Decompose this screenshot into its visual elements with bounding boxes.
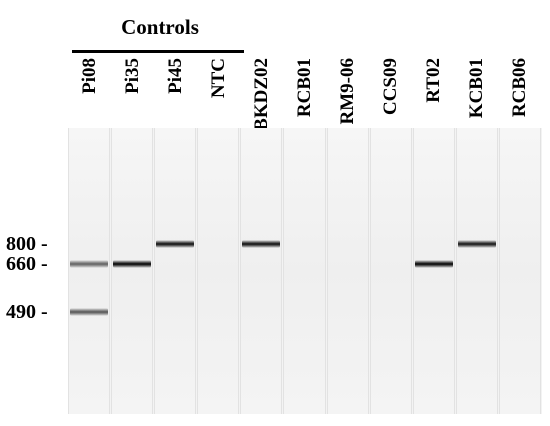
band-660bp xyxy=(70,260,109,268)
lane-label-text: Pi35 xyxy=(121,58,143,94)
lane-label-rcb06: RCB06 xyxy=(500,58,540,118)
gel-lane-ccs09 xyxy=(369,128,412,414)
gel-lane-ntc xyxy=(197,128,240,414)
size-marker-490: 490 - xyxy=(6,301,48,323)
gel-lane-rt02 xyxy=(412,128,455,414)
lane-label-text: NTC xyxy=(207,58,229,99)
controls-group-label: Controls xyxy=(121,15,199,39)
lane-label-text: KCB01 xyxy=(466,58,488,119)
gel-lane-rcb01 xyxy=(283,128,326,414)
lane-label-text: RT02 xyxy=(423,58,445,103)
band-800bp xyxy=(242,240,281,248)
gel-lane-rm9-06 xyxy=(326,128,369,414)
lane-label-text: Pi45 xyxy=(164,58,186,94)
band-490bp xyxy=(70,308,109,316)
gel-lane-pi35 xyxy=(111,128,154,414)
lane-label-text: RCB06 xyxy=(509,58,531,118)
lane-label-text: RM9-06 xyxy=(337,58,359,125)
gel-lane-bkdz02 xyxy=(240,128,283,414)
lane-label-kcb01: KCB01 xyxy=(457,58,497,118)
lane-label-rm9-06: RM9-06 xyxy=(328,58,368,124)
band-660bp xyxy=(113,260,152,268)
size-marker-800: 800 - xyxy=(6,233,48,255)
lane-label-text: BKDZ02 xyxy=(250,58,272,131)
gel-lane-pi08 xyxy=(68,128,111,414)
lane-label-bkdz02: BKDZ02 xyxy=(242,58,282,131)
size-marker-660: 660 - xyxy=(6,253,48,275)
controls-group-bracket xyxy=(72,50,244,53)
lane-label-text: Pi08 xyxy=(78,58,100,94)
band-660bp xyxy=(414,260,453,268)
gel-lane-pi45 xyxy=(154,128,197,414)
band-800bp xyxy=(156,240,195,248)
lane-label-ccs09: CCS09 xyxy=(371,58,411,118)
gel-lane-rcb06 xyxy=(498,128,541,414)
lane-label-pi35: Pi35 xyxy=(113,58,153,118)
gel-image xyxy=(68,128,542,414)
lane-label-rcb01: RCB01 xyxy=(285,58,325,118)
lane-label-rt02: RT02 xyxy=(414,58,454,118)
lane-label-pi08: Pi08 xyxy=(70,58,110,118)
lane-label-text: RCB01 xyxy=(294,58,315,118)
band-800bp xyxy=(457,240,496,248)
gel-lane-kcb01 xyxy=(455,128,498,414)
lane-label-pi45: Pi45 xyxy=(156,58,196,118)
lane-label-ntc: NTC xyxy=(199,58,239,118)
lane-label-text: CCS09 xyxy=(380,58,402,116)
